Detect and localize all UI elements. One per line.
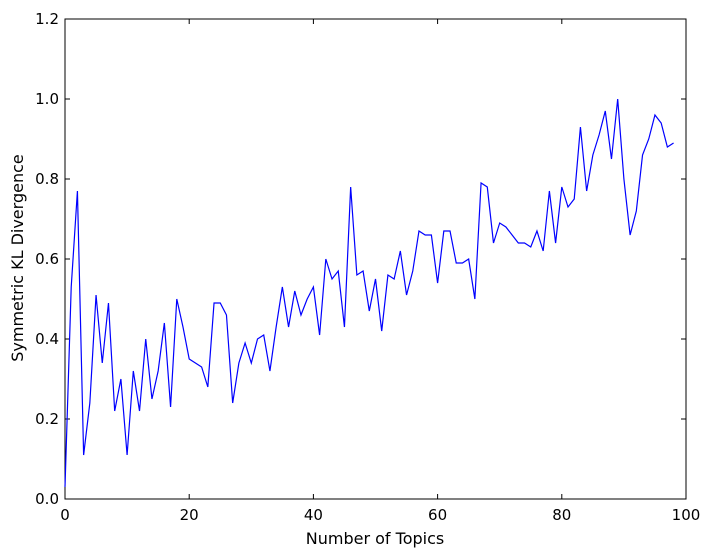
x-tick-label: 0	[60, 506, 70, 524]
plot-frame	[64, 18, 687, 500]
y-tick-label: 0.4	[35, 330, 59, 348]
y-tick-label: 0.2	[35, 410, 59, 428]
x-tick-label: 40	[304, 506, 323, 524]
axis-ticks: 0 20 40 60 80 100 0.0 0.2 0.4 0.6 0.8 1.0 1.2	[35, 10, 700, 524]
y-tick-label: 0.8	[35, 170, 59, 188]
plot-area	[64, 18, 687, 500]
series-group	[64, 98, 674, 488]
x-tick-label: 60	[428, 506, 447, 524]
y-axis-label: Symmetric KL Divergence	[8, 154, 27, 361]
axis-labels: Number of Topics Symmetric KL Divergence	[8, 154, 444, 548]
series-line	[64, 98, 674, 488]
y-tick-label: 0.0	[35, 490, 59, 508]
x-axis-label: Number of Topics	[306, 529, 444, 548]
y-tick-label: 1.0	[35, 90, 59, 108]
x-tick-label: 80	[552, 506, 571, 524]
x-tick-label: 20	[180, 506, 199, 524]
y-tick-label: 1.2	[35, 10, 59, 28]
y-tick-label: 0.6	[35, 250, 59, 268]
x-tick-label: 100	[672, 506, 701, 524]
